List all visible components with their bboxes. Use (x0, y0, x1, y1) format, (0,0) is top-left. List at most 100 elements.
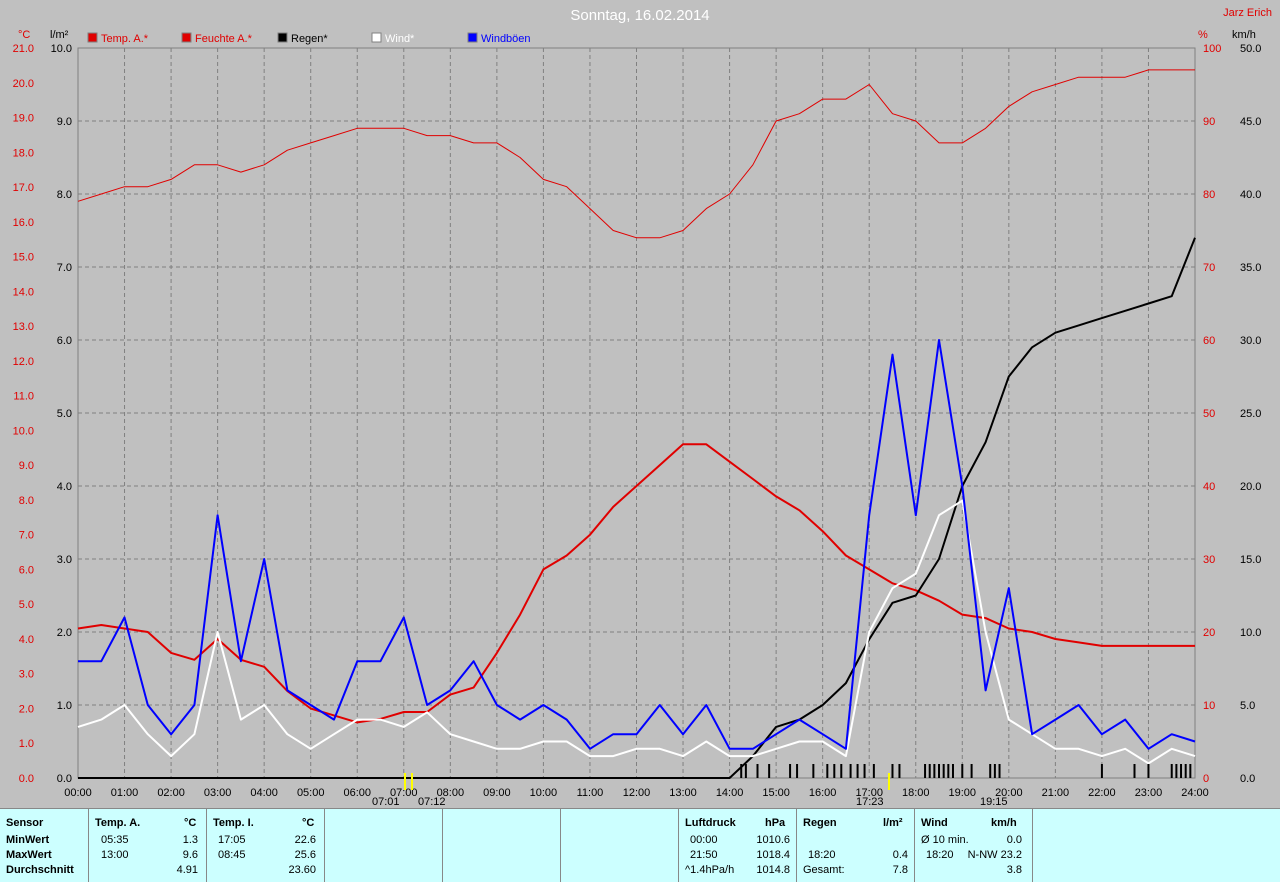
pressure-min-value: 1010.6 (756, 834, 790, 846)
pressure-header: Luftdruck (685, 817, 736, 829)
temp-tick-label: 16.0 (13, 217, 34, 229)
legend-swatch (277, 32, 288, 43)
legend-swatch (181, 32, 192, 43)
pressure-min-time: 00:00 (690, 834, 718, 846)
axes: 0.0 1.0 2.0 3.0 4.0 5.0 6.0 7.0 8.0 9.0 10.0 11.0 12… (13, 43, 1262, 799)
x-tick-label: 19:00 (949, 787, 977, 799)
rain-tick-label: 2.0 (57, 627, 72, 639)
marker-moon: 17:23 (856, 796, 884, 808)
legend: Temp. A.* Feuchte A.* Regen* Wind* Windböen (87, 32, 531, 45)
legend-swatch (87, 32, 98, 43)
temp-tick-label: 1.0 (19, 738, 34, 750)
temp-tick-label: 15.0 (13, 252, 34, 264)
x-tick-label: 20:00 (995, 787, 1023, 799)
legend-swatch (371, 32, 382, 43)
series-line (77, 499, 1196, 765)
rain-tick-label: 7.0 (57, 262, 72, 274)
grid (78, 48, 1195, 778)
temp-tick-label: 3.0 (19, 669, 34, 681)
legend-label: Wind* (385, 33, 415, 45)
x-tick-label: 06:00 (343, 787, 371, 799)
wind-avg-value: 3.8 (1006, 864, 1022, 876)
x-tick-label: 04:00 (250, 787, 278, 799)
humidity-tick-label: 70 (1203, 262, 1215, 274)
temp-tick-label: 20.0 (13, 78, 34, 90)
temp-a-unit: °C (184, 817, 197, 829)
x-tick-label: 11:00 (577, 787, 604, 799)
wind-tick-label: 45.0 (1240, 116, 1261, 128)
x-tick-label: 00:00 (64, 787, 92, 799)
temp-tick-label: 19.0 (13, 113, 34, 125)
unit-humidity: % (1198, 29, 1208, 41)
temp-a-max-time: 13:00 (101, 849, 129, 861)
wind-tick-label: 0.0 (1240, 773, 1255, 785)
temp-tick-label: 9.0 (19, 460, 34, 472)
x-tick-label: 14:00 (716, 787, 744, 799)
weather-chart: 0.0 1.0 2.0 3.0 4.0 5.0 6.0 7.0 8.0 9.0 10.0 11.0 12… (12, 7, 1272, 808)
wind-min-value: 0.0 (1006, 834, 1022, 846)
temp-tick-label: 21.0 (13, 43, 34, 55)
wind-tick-label: 10.0 (1240, 627, 1261, 639)
temp-a-min-time: 05:35 (101, 834, 129, 846)
wind-tick-label: 35.0 (1240, 262, 1261, 274)
humidity-tick-label: 100 (1203, 43, 1221, 55)
rain-total-value: 7.8 (892, 864, 908, 876)
x-tick-label: 18:00 (902, 787, 930, 799)
legend-label: Regen* (291, 33, 328, 45)
wind-max-time: 18:20 (926, 849, 954, 861)
humidity-tick-label: 30 (1203, 554, 1215, 566)
temp-i-max-value: 25.6 (294, 849, 316, 861)
temp-tick-label: 14.0 (13, 286, 34, 298)
rain-unit: l/m² (883, 817, 903, 829)
humidity-tick-label: 80 (1203, 189, 1215, 201)
stats-table: Sensor MinWert MaxWert Durchschnitt Temp… (0, 808, 1280, 882)
rain-tick-label: 3.0 (57, 554, 72, 566)
pressure-max-time: 21:50 (690, 849, 718, 861)
rain-tick-label: 1.0 (57, 700, 72, 712)
x-tick-label: 16:00 (809, 787, 837, 799)
row-avg: Durchschnitt (6, 864, 74, 876)
x-tick-label: 21:00 (1042, 787, 1070, 799)
rain-tick-label: 10.0 (51, 43, 72, 55)
pressure-avg-value: 1014.8 (756, 864, 790, 876)
wind-tick-label: 20.0 (1240, 481, 1261, 493)
author-label: Jarz Erich (1223, 7, 1272, 19)
humidity-tick-label: 0 (1203, 773, 1209, 785)
series-line (77, 69, 1195, 239)
rain-tick-label: 4.0 (57, 481, 72, 493)
temp-tick-label: 5.0 (19, 599, 34, 611)
rain-tick-label: 5.0 (57, 408, 72, 420)
temp-tick-label: 6.0 (19, 564, 34, 576)
marker-sunrise2: 07:12 (418, 796, 446, 808)
rain-tick-label: 9.0 (57, 116, 72, 128)
wind-tick-label: 40.0 (1240, 189, 1261, 201)
temp-tick-label: 13.0 (13, 321, 34, 333)
x-tick-label: 07:00 (390, 787, 418, 799)
rain-tick-label: 6.0 (57, 335, 72, 347)
legend-label: Feuchte A.* (195, 33, 253, 45)
sensor-header: Sensor (6, 817, 44, 829)
unit-temp: °C (18, 29, 30, 41)
wind-tick-label: 25.0 (1240, 408, 1261, 420)
series-line (77, 443, 1195, 724)
row-min: MinWert (6, 834, 50, 846)
temp-i-max-time: 08:45 (218, 849, 246, 861)
x-tick-label: 08:00 (437, 787, 465, 799)
temp-tick-label: 17.0 (13, 182, 34, 194)
temp-i-min-value: 22.6 (294, 834, 316, 846)
wind-max-value: N-NW 23.2 (967, 849, 1022, 861)
rain-max-value: 0.4 (892, 849, 908, 861)
rain-tick-label: 0.0 (57, 773, 72, 785)
chart-title: Sonntag, 16.02.2014 (570, 7, 709, 24)
unit-rain: l/m² (50, 29, 69, 41)
temp-a-header: Temp. A. (95, 817, 141, 829)
marker-sunset: 19:15 (980, 796, 1008, 808)
temp-i-unit: °C (302, 817, 315, 829)
temp-tick-label: 8.0 (19, 495, 34, 507)
rain-total-label: Gesamt: (803, 864, 845, 876)
series-line (78, 339, 1196, 750)
temp-a-max-value: 9.6 (182, 849, 198, 861)
wind-header: Wind (921, 817, 948, 829)
temp-tick-label: 0.0 (19, 773, 34, 785)
humidity-tick-label: 20 (1203, 627, 1215, 639)
